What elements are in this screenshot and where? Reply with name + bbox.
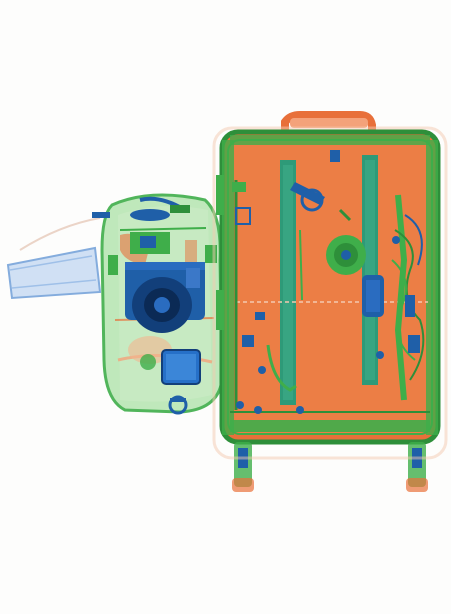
suitcase bbox=[216, 129, 441, 445]
suitcase-contents bbox=[232, 150, 425, 414]
backpack-strap bbox=[6, 217, 102, 300]
power-bank bbox=[161, 349, 201, 385]
camera bbox=[125, 232, 205, 333]
suitcase-halo bbox=[212, 126, 448, 460]
suitcase-top-handle bbox=[281, 111, 376, 135]
